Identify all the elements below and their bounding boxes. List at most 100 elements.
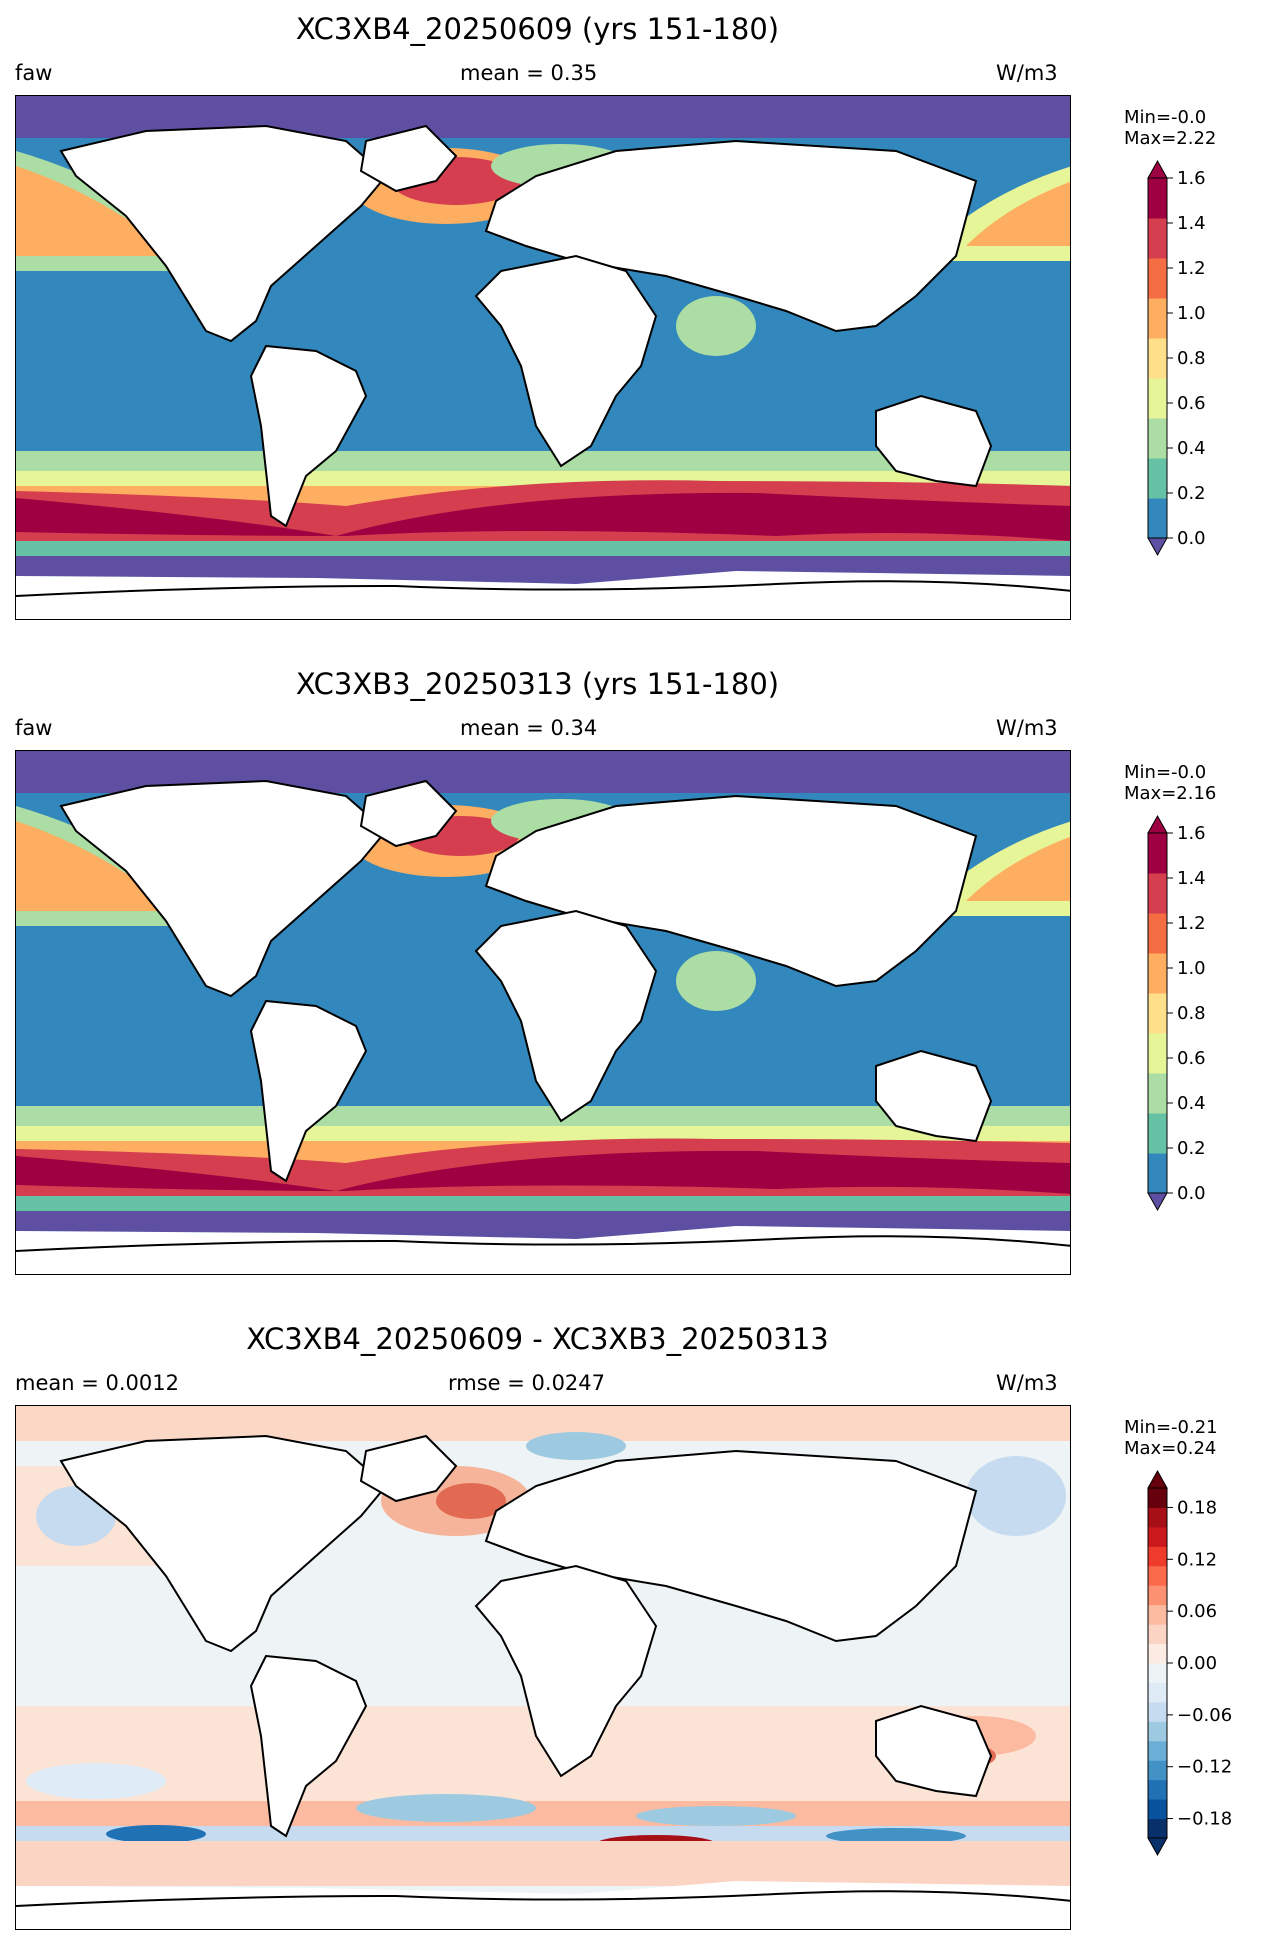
colorbar-under-extend bbox=[1147, 1192, 1168, 1212]
max-label: Max=2.22 bbox=[1124, 128, 1217, 149]
continent-outlines bbox=[16, 779, 1070, 1252]
colorbar-segment bbox=[1148, 458, 1167, 499]
max-label: Max=0.24 bbox=[1124, 1438, 1217, 1459]
colorbar-segment bbox=[1148, 1507, 1167, 1528]
map-field bbox=[16, 96, 1070, 619]
colorbar-tick-label: 0.0 bbox=[1177, 1183, 1206, 1204]
antarctica-outline bbox=[16, 580, 1070, 597]
colorbar-tick-label: 0.12 bbox=[1177, 1549, 1217, 1570]
colorbar-tick-label: 1.2 bbox=[1177, 913, 1206, 934]
units-label: W/m3 bbox=[996, 1371, 1058, 1395]
colorbar-tick-label: 0.6 bbox=[1177, 393, 1206, 414]
colorbar-tick-label: 1.2 bbox=[1177, 258, 1206, 279]
colorbar-tick-label: 0.2 bbox=[1177, 483, 1206, 504]
colorbar-segment bbox=[1148, 178, 1167, 219]
colorbar-over-extend bbox=[1147, 814, 1168, 834]
panel-title: XC3XB4_20250609 (yrs 151-180) bbox=[295, 12, 780, 46]
min-max-readout: Min=-0.0 Max=2.22 bbox=[1124, 107, 1216, 149]
africa-landmass bbox=[474, 909, 658, 1123]
colorbar-segment bbox=[1148, 1153, 1167, 1194]
colorbar-tick-label: 0.4 bbox=[1177, 438, 1206, 459]
africa-landmass bbox=[474, 254, 658, 468]
rmse-label: rmse = 0.0247 bbox=[448, 1371, 606, 1395]
colorbar-tick-label: 0.0 bbox=[1177, 528, 1206, 549]
south-america-landmass bbox=[249, 1654, 368, 1838]
colorbar-segment bbox=[1148, 1073, 1167, 1114]
min-label: Min=-0.0 bbox=[1124, 107, 1207, 128]
min-max-readout: Min=-0.21 Max=0.24 bbox=[1124, 1417, 1218, 1459]
mean-label: mean = 0.34 bbox=[460, 716, 598, 740]
colorbar-segment bbox=[1148, 1760, 1167, 1781]
colorbar-segment bbox=[1148, 1779, 1167, 1800]
colorbar-segment bbox=[1148, 218, 1167, 259]
colorbar-segment bbox=[1148, 1663, 1167, 1683]
colorbar-tick-label: 1.0 bbox=[1177, 958, 1206, 979]
colorbar-segment bbox=[1148, 298, 1167, 339]
max-label: Max=2.16 bbox=[1124, 783, 1217, 804]
south-america-landmass bbox=[249, 344, 368, 528]
north-america-landmass bbox=[59, 1434, 388, 1653]
mean-label: mean = 0.0012 bbox=[15, 1371, 179, 1395]
map-field bbox=[16, 1406, 1070, 1929]
continent-outlines bbox=[16, 1434, 1070, 1907]
north-america-landmass bbox=[59, 124, 388, 343]
colorbar-tick-label: 0.4 bbox=[1177, 1093, 1206, 1114]
colorbar-tick-label: 1.0 bbox=[1177, 303, 1206, 324]
colorbar-tick-label: 1.4 bbox=[1177, 868, 1206, 889]
australia-landmass bbox=[875, 1049, 993, 1143]
mean-label: mean = 0.35 bbox=[460, 61, 598, 85]
colorbar-over-extend bbox=[1147, 159, 1168, 179]
greenland-landmass bbox=[359, 779, 458, 848]
colorbar-segment bbox=[1148, 1682, 1167, 1703]
eurasia-landmass bbox=[484, 794, 978, 988]
min-label: Min=-0.0 bbox=[1124, 762, 1207, 783]
colorbar-segment bbox=[1148, 993, 1167, 1034]
antarctica-outline bbox=[16, 1890, 1070, 1907]
colorbar: 0.0 0.2 0.4 0.6 0.8 1.0 1.2 1.4 1.6 bbox=[1147, 814, 1206, 1212]
min-max-readout: Min=-0.0 Max=2.16 bbox=[1124, 762, 1216, 804]
eurasia-landmass bbox=[484, 139, 978, 333]
antarctica-outline bbox=[16, 1235, 1070, 1252]
map-area bbox=[15, 1405, 1071, 1930]
colorbar-segment bbox=[1148, 1701, 1167, 1722]
colorbar-segment bbox=[1148, 1526, 1167, 1547]
south-america-landmass bbox=[249, 999, 368, 1183]
colorbar-segment bbox=[1148, 1033, 1167, 1074]
colorbar-tick-label: 1.6 bbox=[1177, 823, 1206, 844]
colorbar-tick-label: −0.18 bbox=[1177, 1809, 1232, 1830]
colorbar-segment bbox=[1148, 338, 1167, 379]
colorbar-segment bbox=[1148, 1721, 1167, 1742]
colorbar-segment bbox=[1148, 1604, 1167, 1625]
colorbar-segment bbox=[1148, 378, 1167, 419]
colorbar-tick-label: 1.6 bbox=[1177, 168, 1206, 189]
colorbar: −0.18 −0.12 −0.06 0.00 0.06 0.12 0.18 bbox=[1147, 1469, 1232, 1857]
colorbar-segment bbox=[1148, 1643, 1167, 1664]
map-area bbox=[15, 750, 1071, 1275]
field-label: faw bbox=[15, 61, 53, 85]
panel-title: XC3XB3_20250313 (yrs 151-180) bbox=[295, 667, 780, 701]
africa-landmass bbox=[474, 1564, 658, 1778]
colorbar-tick-label: 0.06 bbox=[1177, 1601, 1217, 1622]
colorbar-segment bbox=[1148, 418, 1167, 459]
panel-title: XC3XB4_20250609 - XC3XB3_20250313 bbox=[246, 1322, 829, 1356]
colorbar-tick-label: −0.12 bbox=[1177, 1757, 1232, 1778]
map-field bbox=[16, 751, 1070, 1274]
north-america-landmass bbox=[59, 779, 388, 998]
eurasia-landmass bbox=[484, 1449, 978, 1643]
colorbar-tick-label: 0.6 bbox=[1177, 1048, 1206, 1069]
colorbar-segment bbox=[1148, 1113, 1167, 1154]
map-area bbox=[15, 95, 1071, 620]
continent-outlines bbox=[16, 124, 1070, 597]
colorbar-tick-label: 0.00 bbox=[1177, 1653, 1217, 1674]
colorbar-under-extend bbox=[1147, 1837, 1168, 1857]
min-label: Min=-0.21 bbox=[1124, 1417, 1218, 1438]
colorbar-segment bbox=[1148, 1818, 1167, 1839]
colorbar-tick-label: 0.2 bbox=[1177, 1138, 1206, 1159]
colorbar-segment bbox=[1148, 1799, 1167, 1820]
greenland-landmass bbox=[359, 124, 458, 193]
colorbar-segment bbox=[1148, 873, 1167, 914]
colorbar-tick-label: 0.8 bbox=[1177, 348, 1206, 369]
colorbar-segment bbox=[1148, 833, 1167, 874]
colorbar-segment bbox=[1148, 258, 1167, 299]
colorbar-under-extend bbox=[1147, 537, 1168, 557]
